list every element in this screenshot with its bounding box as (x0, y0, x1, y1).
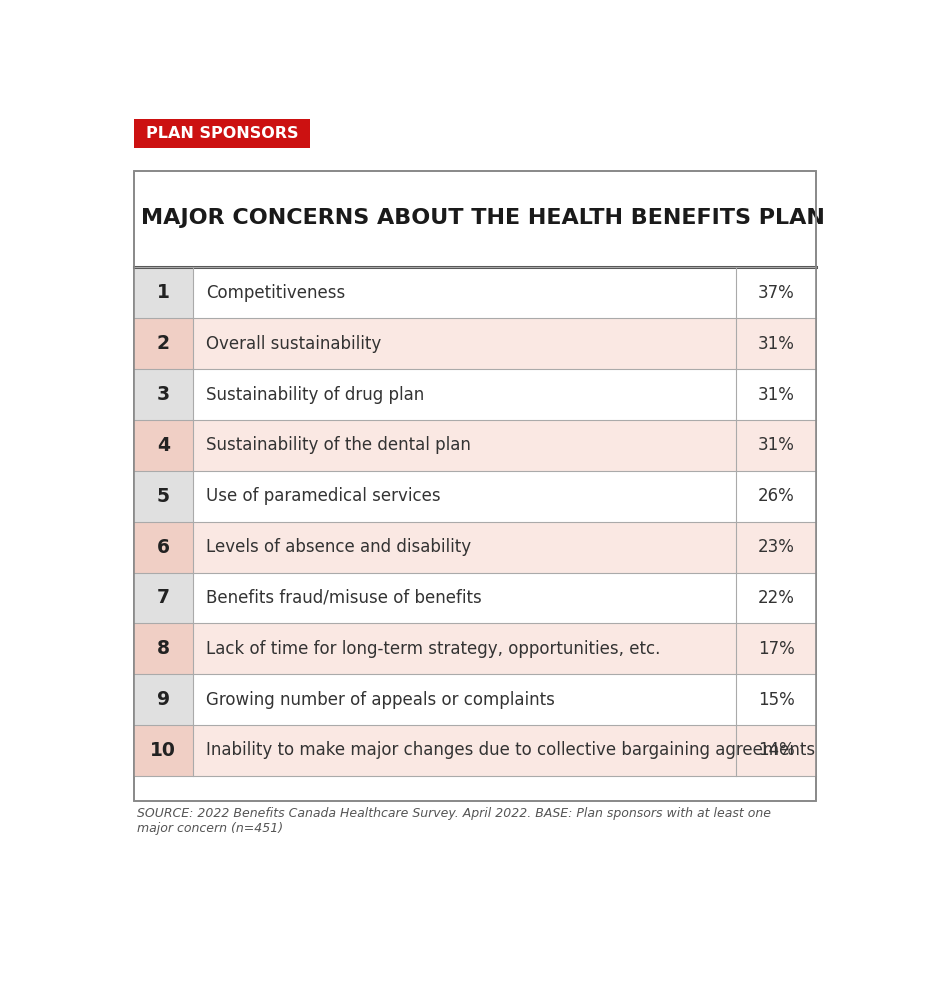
Bar (736, 522, 817, 572)
Bar (133, 522, 817, 572)
Bar (133, 170, 817, 801)
Bar (133, 572, 817, 624)
Bar (133, 420, 817, 471)
Text: Lack of time for long-term strategy, opportunities, etc.: Lack of time for long-term strategy, opp… (206, 640, 660, 657)
Bar (133, 319, 193, 369)
Bar (133, 572, 193, 624)
Bar (133, 522, 193, 572)
Text: SOURCE: 2022 Benefits Canada Healthcare Survey. April 2022. BASE: Plan sponsors : SOURCE: 2022 Benefits Canada Healthcare … (137, 807, 771, 836)
Text: 26%: 26% (757, 487, 794, 505)
Bar (736, 674, 817, 725)
Text: 6: 6 (157, 538, 170, 556)
Bar (133, 674, 193, 725)
Bar (736, 267, 817, 319)
Bar (736, 725, 817, 776)
Text: 22%: 22% (757, 589, 794, 607)
Bar (736, 572, 817, 624)
Text: MAJOR CONCERNS ABOUT THE HEALTH BENEFITS PLAN: MAJOR CONCERNS ABOUT THE HEALTH BENEFITS… (141, 208, 825, 228)
Bar (133, 624, 817, 674)
Text: Inability to make major changes due to collective bargaining agreements: Inability to make major changes due to c… (206, 742, 815, 759)
Text: Sustainability of drug plan: Sustainability of drug plan (206, 385, 424, 404)
Bar (133, 369, 193, 420)
Bar (133, 267, 193, 319)
Bar (736, 420, 817, 471)
Text: 31%: 31% (757, 437, 794, 454)
Text: 37%: 37% (757, 284, 794, 302)
Text: 1: 1 (157, 283, 170, 302)
Bar (133, 471, 817, 522)
Bar (133, 420, 193, 471)
Text: 17%: 17% (757, 640, 794, 657)
Text: 2: 2 (157, 335, 170, 353)
Text: Growing number of appeals or complaints: Growing number of appeals or complaints (206, 691, 554, 709)
Bar (133, 674, 817, 725)
Text: 14%: 14% (757, 742, 794, 759)
Text: Levels of absence and disability: Levels of absence and disability (206, 539, 471, 556)
Bar (133, 725, 817, 776)
Bar (133, 725, 193, 776)
Bar (133, 624, 193, 674)
Text: 7: 7 (157, 588, 170, 608)
Bar (133, 119, 310, 148)
Bar (133, 471, 193, 522)
Text: Competitiveness: Competitiveness (206, 284, 345, 302)
Text: 10: 10 (150, 741, 176, 760)
Text: 3: 3 (157, 385, 170, 404)
Bar (133, 267, 817, 319)
Text: 5: 5 (157, 487, 170, 506)
Bar (736, 471, 817, 522)
Bar (133, 319, 817, 369)
Text: 23%: 23% (757, 539, 794, 556)
Text: PLAN SPONSORS: PLAN SPONSORS (146, 126, 298, 141)
Bar (736, 369, 817, 420)
Text: Overall sustainability: Overall sustainability (206, 335, 381, 352)
Text: 31%: 31% (757, 335, 794, 352)
Bar (133, 369, 817, 420)
Text: 31%: 31% (757, 385, 794, 404)
Bar (133, 170, 817, 801)
Bar (736, 624, 817, 674)
Text: 9: 9 (157, 690, 170, 709)
Text: 15%: 15% (757, 691, 794, 709)
Text: 4: 4 (157, 436, 170, 455)
Text: Sustainability of the dental plan: Sustainability of the dental plan (206, 437, 471, 454)
Text: Use of paramedical services: Use of paramedical services (206, 487, 440, 505)
Bar (736, 319, 817, 369)
Text: Benefits fraud/misuse of benefits: Benefits fraud/misuse of benefits (206, 589, 481, 607)
Text: 8: 8 (157, 640, 170, 658)
